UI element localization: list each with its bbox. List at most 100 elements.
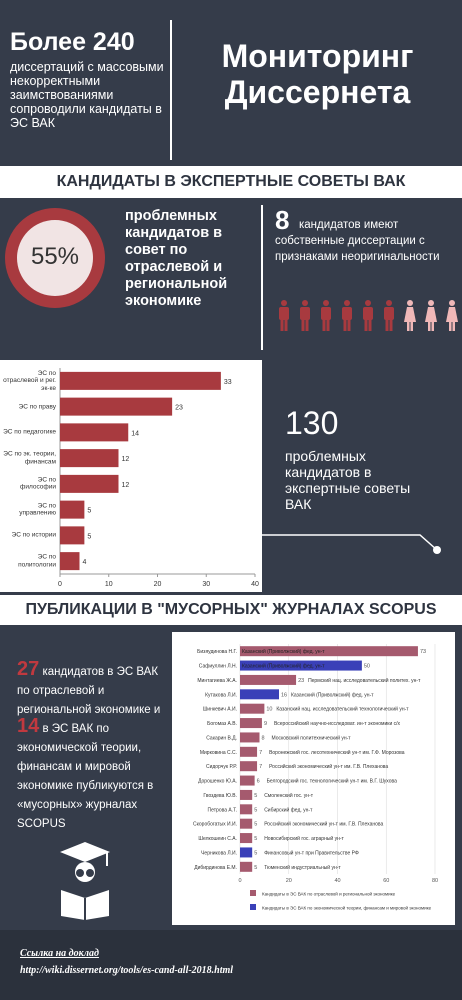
legend-swatch — [250, 890, 256, 896]
value-label: 12 — [122, 456, 130, 463]
y-tick-label: Дорошенко Ю.А. — [198, 779, 237, 785]
legend-label: Кандидаты в ЭС ВАК по экономической теор… — [262, 905, 432, 911]
x-tick-label: 0 — [238, 878, 241, 884]
count1: 27 — [17, 658, 40, 680]
x-tick-label: 80 — [432, 878, 438, 884]
bar — [240, 761, 258, 772]
bar-label: Всероссийский научно-исследоват. ин-т эк… — [274, 720, 401, 727]
bar-label: Воронежский гос. лесотехнический ун-т им… — [269, 749, 405, 756]
y-tick-label: Бизяудинова Н.Г. — [197, 649, 237, 655]
x-tick-label: 40 — [251, 581, 259, 588]
y-tick-label: ЭС по праву — [18, 402, 56, 410]
y-tick-label: Минтагиева Ж.А. — [197, 678, 237, 684]
y-tick-label: Шелкошеин С.А. — [198, 836, 237, 842]
y-tick-label: ЭС по управлению — [19, 502, 56, 517]
value-label: 8 — [262, 735, 265, 741]
link-url[interactable]: http://wiki.dissernet.org/tools/es-cand-… — [20, 965, 234, 976]
y-tick-label: ЭС по отраслевой и рег. эк-ке — [3, 369, 56, 392]
donut-hole — [17, 220, 93, 296]
link-title: Ссылка на доклад — [20, 948, 99, 959]
pointer — [262, 534, 441, 554]
value-label: 14 — [131, 430, 139, 437]
bar — [240, 847, 253, 858]
count2: 14 — [17, 715, 40, 737]
footer — [0, 930, 462, 1000]
y-tick-label: Сакарин В.Д. — [206, 735, 237, 741]
x-tick-label: 20 — [286, 878, 292, 884]
bar — [240, 674, 297, 685]
y-tick-label: ЭС по политологии — [18, 553, 56, 569]
value-label: 33 — [224, 379, 232, 386]
own-count: 8 — [275, 205, 290, 235]
y-tick-label: Сидорчук Р.Р. — [206, 764, 237, 770]
value-label: 5 — [254, 793, 257, 799]
y-tick-label: Гвоздева Ю.В. — [203, 793, 237, 799]
bar-label: Российский экономический ун-т им. Г.В. П… — [269, 763, 388, 770]
own-text: кандидатов имеют собственные диссертации… — [275, 219, 440, 263]
men-icons — [279, 300, 394, 331]
bar — [60, 397, 173, 416]
chart2: 0 20 40 60 80 Бизяудинова Н.Г. Сафиуллин Л.Н. М… — [193, 644, 438, 911]
bar — [240, 818, 253, 829]
value-label: 5 — [254, 850, 257, 856]
bar — [240, 746, 258, 757]
y-tick-label: Сафиуллин Л.Н. — [199, 664, 237, 670]
value-label: 4 — [83, 559, 87, 566]
bar — [60, 423, 129, 442]
bar-label: Смоленский гос. ун-т — [264, 792, 314, 799]
x-tick-label: 10 — [105, 581, 113, 588]
x-tick-label: 0 — [58, 581, 62, 588]
value-label: 73 — [420, 649, 426, 655]
section1-graphics — [5, 205, 458, 350]
y-tick-label: Скоробогатых И.И. — [193, 822, 237, 828]
value-label: 16 — [281, 692, 287, 698]
bar-label: Казанский нац. исследовательский техноло… — [276, 706, 409, 713]
y-tick-label: Шинкевич А.И. — [203, 707, 237, 713]
bar — [240, 703, 265, 714]
value-label: 7 — [259, 764, 262, 770]
value-label: 5 — [87, 508, 91, 515]
bar-label: Российский экономический ун-т им. Г.В. П… — [264, 821, 383, 828]
y-tick-label: ЭС по эк. теории, финансам — [3, 450, 56, 466]
value-label: 5 — [254, 865, 257, 871]
y-tick-label: Кутакова Л.И. — [205, 692, 237, 698]
bar — [240, 861, 253, 872]
bar-label: Белгородский гос. технологический ун-т и… — [267, 778, 397, 785]
text2-body: в ЭС ВАК по экономической теории, финанс… — [17, 723, 154, 830]
chart1: 0 10 20 30 40 33 23 14 12 12 5 5 4 — [58, 368, 259, 588]
bar — [240, 775, 255, 786]
bar — [60, 500, 85, 519]
value-label: 5 — [87, 533, 91, 540]
y-tick-label: Петрова А.Т. — [208, 807, 237, 813]
text1: 27 кандидатов в ЭС ВАК по отраслевой и р… — [17, 658, 167, 720]
value-label: 50 — [364, 664, 370, 670]
bar — [240, 689, 279, 700]
bar — [240, 660, 362, 671]
value-label: 23 — [298, 678, 304, 684]
bar — [240, 646, 418, 657]
bar — [60, 552, 80, 571]
bar-label: Новосибирский гос. аграрный ун-т — [264, 835, 344, 842]
chart2-background — [172, 632, 455, 925]
bar — [60, 449, 119, 468]
x-tick-label: 20 — [154, 581, 162, 588]
text2: 14 в ЭС ВАК по экономической теории, фин… — [17, 715, 167, 834]
value-label: 7 — [259, 750, 262, 756]
value-label: 10 — [266, 707, 272, 713]
share-text: проблемных кандидатов в совет по отрасле… — [125, 208, 228, 309]
legend-swatch — [250, 904, 256, 910]
y-tick-label: Богомаз А.В. — [207, 721, 237, 727]
text1-body: кандидатов в ЭС ВАК по отраслевой и реги… — [17, 666, 161, 716]
bar-label: Пермский нац. исследовательский политех.… — [308, 677, 421, 684]
x-tick-label: 40 — [334, 878, 340, 884]
page-title: Мониторинг Диссернета — [221, 38, 414, 110]
bar — [240, 789, 253, 800]
bar — [60, 526, 85, 545]
value-label: 6 — [257, 779, 260, 785]
bar-label: Казанский (Приволжский) фед. ун-т — [291, 691, 374, 698]
headline: Более 240 — [10, 28, 135, 56]
y-tick-label: Мирковина С.С. — [200, 750, 237, 756]
legend-label: Кандидаты в ЭС ВАК по отраслевой и регио… — [262, 891, 396, 897]
y-tick-label: ЭС по истории — [11, 531, 56, 539]
